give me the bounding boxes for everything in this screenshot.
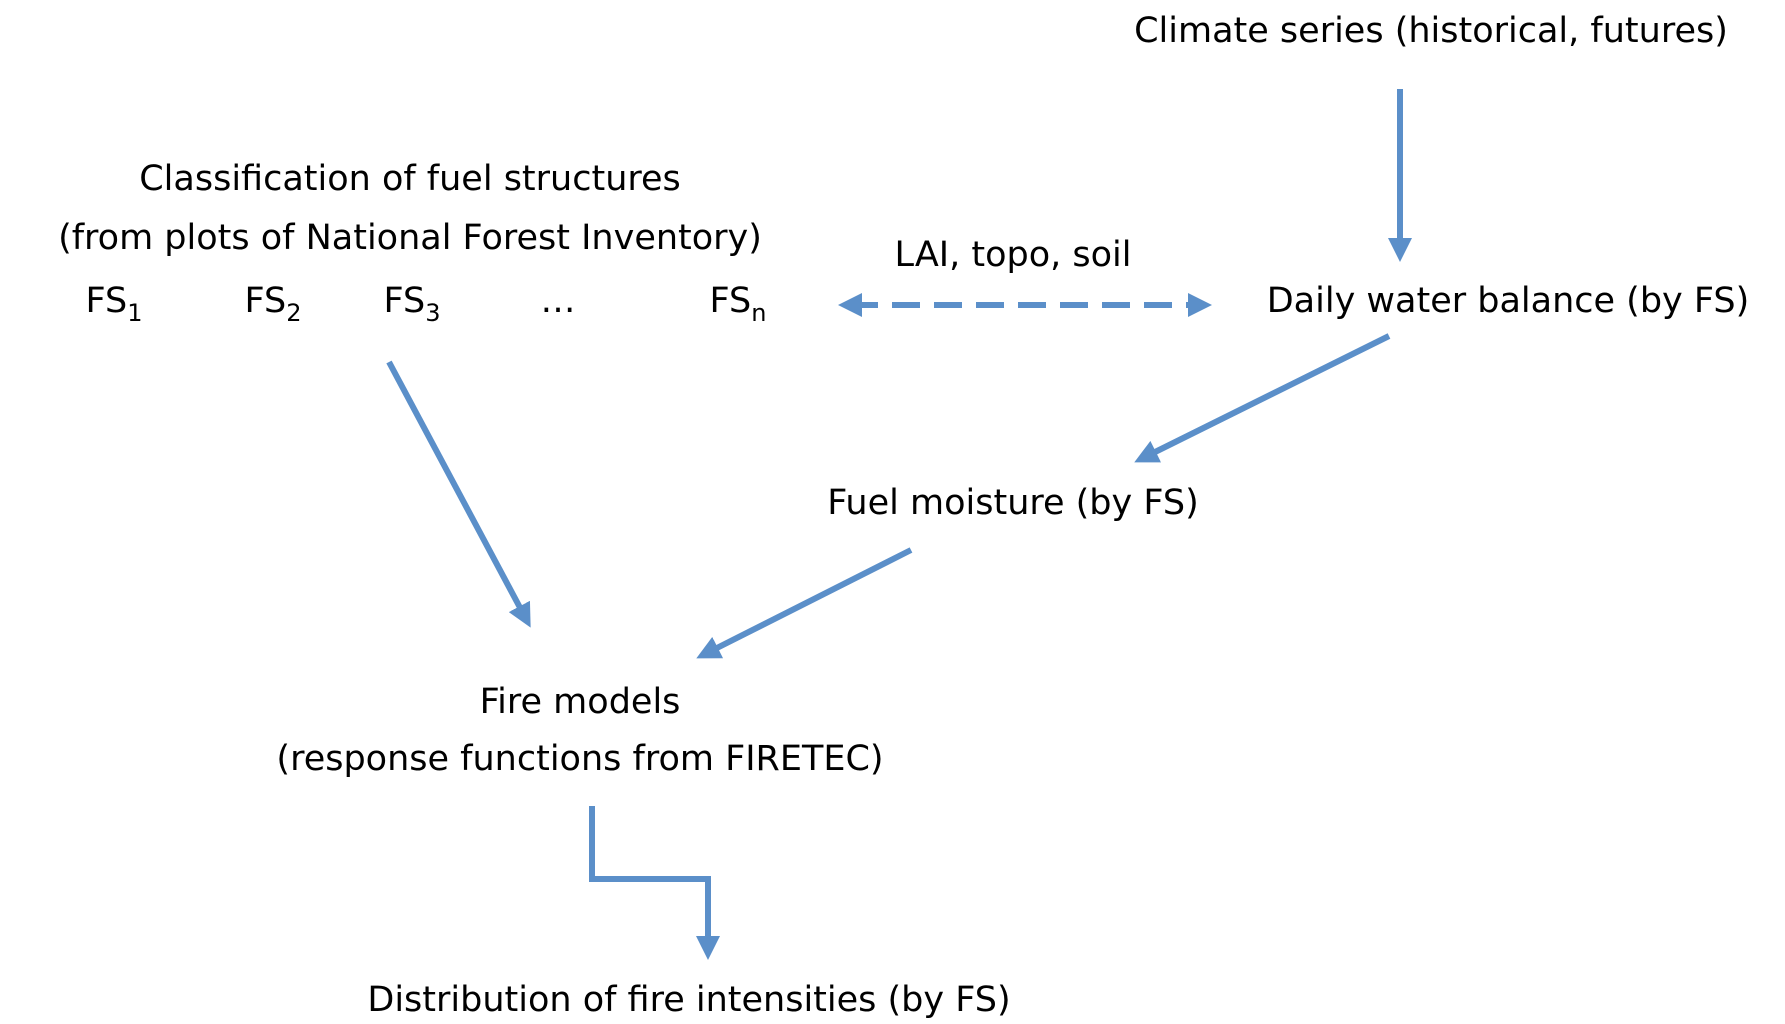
arrow <box>696 547 913 659</box>
node-label: Distribution of fire intensities (by FS) <box>367 980 1010 1020</box>
fs-item: FSn <box>710 281 767 327</box>
fs-item: FS1 <box>85 281 142 327</box>
fs-subscript: n <box>751 299 766 327</box>
fs-label: … <box>541 281 576 321</box>
node-label: Climate series (historical, futures) <box>1134 11 1728 51</box>
fs-subscript: 2 <box>286 299 301 327</box>
fs-label: FS <box>710 281 752 321</box>
node-label: Daily water balance (by FS) <box>1267 281 1750 321</box>
fs-item: FS3 <box>383 281 440 327</box>
fs-item: … <box>541 281 576 321</box>
fs-item: FS2 <box>244 281 301 327</box>
node-label: Fuel moisture (by FS) <box>827 483 1199 523</box>
elbow-arrow <box>589 806 720 960</box>
node-subtitle: (from plots of National Forest Inventory… <box>58 218 762 258</box>
arrow <box>386 360 531 628</box>
link-label: LAI, topo, soil <box>895 235 1132 275</box>
node-title: Fire models <box>480 682 681 722</box>
node-title: Classification of fuel structures <box>139 159 681 199</box>
fs-items: FS1 FS2 FS3… FSn <box>85 281 766 327</box>
fs-subscript: 1 <box>127 299 142 327</box>
fs-subscript: 3 <box>425 299 440 327</box>
fs-label: FS <box>383 281 425 321</box>
fs-label: FS <box>85 281 127 321</box>
arrow <box>1134 333 1391 463</box>
node-subtitle: (response functions from FIRETEC) <box>276 739 883 779</box>
fs-label: FS <box>244 281 286 321</box>
